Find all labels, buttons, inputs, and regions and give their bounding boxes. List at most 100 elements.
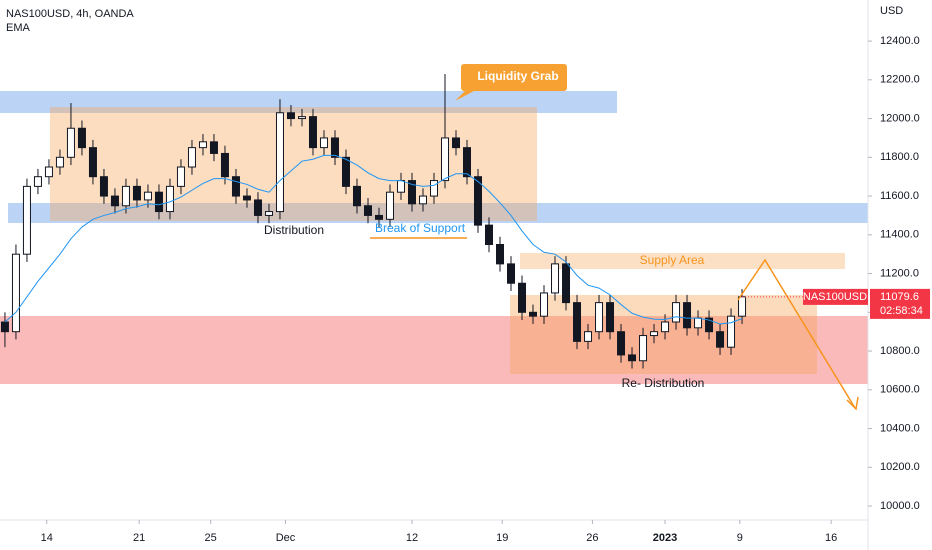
candle-body [319, 137, 328, 149]
candle-body [44, 166, 53, 178]
symbol-title: NAS100USD, 4h, OANDA [6, 8, 134, 20]
y-tick-label: 12400.0 [880, 35, 920, 47]
candle-body [99, 176, 108, 197]
x-tick-label: 2023 [653, 532, 677, 544]
candle-body [496, 244, 505, 265]
candle-body [55, 156, 64, 168]
candle-body [518, 282, 527, 313]
y-tick-label: 12200.0 [880, 74, 920, 86]
candle-body [0, 321, 9, 333]
last-price-label: 11079.6 [880, 291, 919, 303]
countdown: 02:58:34 [880, 305, 923, 317]
y-tick-label: 11400.0 [880, 229, 919, 241]
x-tick-label: 14 [41, 532, 53, 544]
candle-body [617, 331, 626, 356]
candle-body [143, 191, 152, 201]
arrow-head [846, 396, 859, 411]
candle-body [33, 176, 42, 187]
candle-body [418, 195, 427, 205]
candle-body [551, 263, 560, 294]
candle-body [242, 195, 251, 201]
candle-body [220, 152, 229, 178]
price-badge [870, 288, 930, 319]
zone-redistribution [510, 295, 817, 374]
candle-body [474, 176, 483, 226]
candle-body [628, 354, 637, 362]
y-tick-label: 11800.0 [880, 151, 919, 163]
candle-body [297, 116, 306, 120]
zone-red [0, 316, 868, 384]
candle-body [121, 185, 130, 207]
candle-body [22, 185, 31, 255]
candle-body [363, 205, 372, 216]
y-tick-label: 10800.0 [880, 345, 920, 357]
y-tick-label: 10600.0 [880, 384, 920, 396]
candle-body [132, 185, 141, 201]
candle-body [154, 191, 163, 213]
zone-blue-support [8, 203, 868, 223]
candle-body [573, 302, 582, 342]
callout [455, 64, 567, 101]
annotation: Liquidity Grab [477, 69, 558, 83]
candle-body [198, 141, 207, 149]
candle-body [507, 263, 516, 284]
candle-body [661, 321, 670, 333]
candle-body [165, 185, 174, 213]
candle-body [529, 311, 538, 317]
indicator-label: EMA [6, 22, 31, 34]
candle-body [110, 195, 119, 207]
candle-body [253, 199, 262, 216]
candle-body [77, 127, 86, 149]
y-axis-label: USD [880, 5, 903, 17]
candle-body [187, 147, 196, 168]
candle-body [176, 166, 185, 187]
candle-body [738, 296, 747, 317]
candle-body [452, 137, 461, 149]
y-tick-label: 10200.0 [880, 461, 920, 473]
candle-body [540, 292, 549, 317]
x-tick-label: 26 [586, 532, 598, 544]
candle-body [639, 335, 648, 362]
x-tick-label: 9 [737, 532, 743, 544]
candle-body [584, 331, 593, 342]
candle-body [562, 263, 571, 304]
zone-distribution [50, 107, 537, 221]
ema-line [4, 154, 743, 325]
x-tick-label: 25 [205, 532, 217, 544]
candle-body [352, 185, 361, 207]
candle-body [88, 147, 97, 178]
candle-body [485, 224, 494, 246]
candle-body [275, 112, 284, 213]
candle-body [286, 112, 295, 120]
candle-body [11, 253, 20, 333]
candle-body [430, 180, 438, 197]
candle-body [716, 331, 725, 348]
candle-body [341, 156, 350, 187]
candle-body [606, 302, 615, 333]
candle-body [672, 302, 681, 323]
y-tick-label: 11600.0 [880, 190, 919, 202]
candle-body [463, 147, 472, 178]
x-tick-label: 12 [406, 532, 418, 544]
candle-body [694, 317, 703, 329]
candle-body [727, 315, 736, 348]
candle-body [441, 137, 450, 182]
candle-body [374, 214, 383, 220]
candle-body [308, 116, 317, 149]
candle-body [66, 127, 75, 158]
x-tick-label: 16 [825, 532, 837, 544]
y-tick-label: 12000.0 [880, 112, 920, 124]
candle-body [650, 331, 659, 337]
annotation: Break of Support [375, 221, 466, 235]
y-tick-label: 10400.0 [880, 422, 920, 434]
x-tick-label: Dec [276, 532, 296, 544]
annotation: Re- Distribution [622, 376, 705, 390]
zone-supply [520, 253, 845, 269]
annotation: Distribution [264, 223, 324, 237]
candle-body [231, 176, 240, 197]
x-tick-label: 21 [133, 532, 145, 544]
projection-arrow [737, 258, 856, 409]
x-tick-label: 19 [496, 532, 508, 544]
annotation: Supply Area [640, 253, 705, 267]
